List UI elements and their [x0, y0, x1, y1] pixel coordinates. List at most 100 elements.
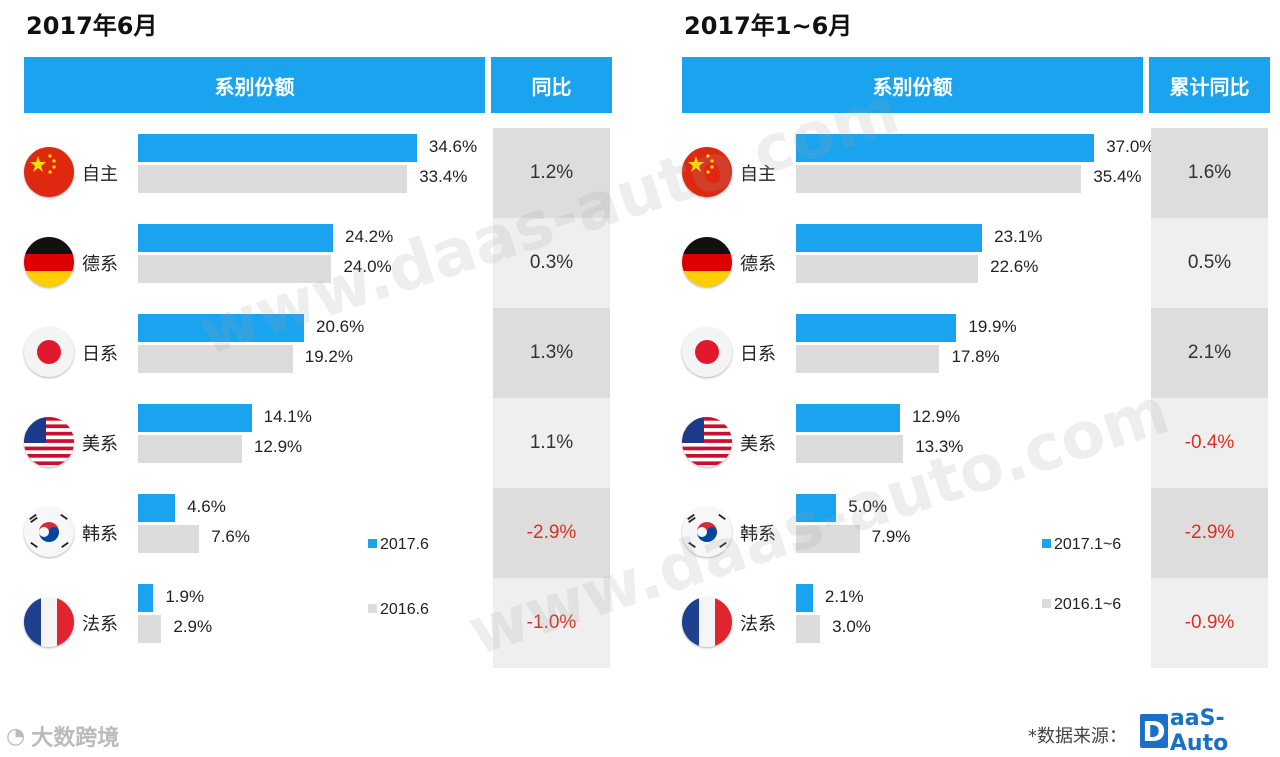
brand-logo: D aaS-Auto	[1140, 706, 1275, 756]
yoy-value: 0.5%	[1151, 218, 1268, 308]
china-flag-icon	[24, 147, 74, 197]
yoy-value: 0.3%	[493, 218, 610, 308]
yoy-value: -2.9%	[1151, 488, 1268, 578]
header-share: 系别份额	[24, 57, 485, 113]
footer-brand-left: ◔ 大数跨境	[6, 720, 119, 752]
bar-previous	[796, 525, 860, 553]
value-label-previous: 33.4%	[419, 167, 468, 186]
legend-item-previous: 2016.1~6	[1042, 596, 1121, 614]
legend-swatch-previous	[368, 604, 377, 613]
footer-brand-text: 大数跨境	[31, 726, 120, 751]
panel-title: 2017年6月	[26, 12, 158, 40]
value-label-current: 34.6%	[428, 137, 478, 156]
korea-flag-icon	[24, 507, 74, 557]
bar-current	[138, 134, 417, 162]
usa-flag-icon	[682, 417, 732, 467]
bar-current	[796, 224, 983, 252]
france-flag-icon	[682, 597, 732, 647]
bar-previous	[796, 435, 904, 463]
value-label-current: 20.6%	[316, 317, 365, 336]
value-label-current: 2.1%	[824, 587, 864, 606]
bar-row: 日系 19.9% 17.8%	[682, 307, 1142, 397]
value-label-previous: 2.9%	[173, 617, 213, 636]
value-label-previous: 3.0%	[832, 617, 871, 636]
bar-previous	[138, 615, 162, 643]
value-label-previous: 22.6%	[990, 257, 1039, 276]
bar-row: 德系 24.2% 24.0%	[24, 217, 484, 307]
category-label: 韩系	[740, 524, 776, 545]
bar-previous	[138, 435, 242, 463]
legend-label-current: 2017.6	[380, 536, 429, 553]
bar-row: 自主 34.6% 33.4%	[24, 127, 484, 217]
bar-previous	[138, 345, 293, 373]
value-label-previous: 24.0%	[343, 257, 392, 276]
yoy-value: 1.1%	[493, 398, 610, 488]
panel-monthly: 2017年6月 系别份额 同比 自主 34.6% 33.4% 德系 24.2% 24.0%…	[24, 0, 624, 690]
bar-current	[796, 134, 1095, 162]
bar-previous	[138, 255, 332, 283]
bar-row: 美系 14.1% 12.9%	[24, 397, 484, 487]
category-label: 韩系	[82, 524, 118, 545]
header-share: 系别份额	[682, 57, 1143, 113]
brand-name: aaS-Auto	[1169, 706, 1229, 756]
bar-row: 日系 20.6% 19.2%	[24, 307, 484, 397]
yoy-value: -2.9%	[493, 488, 610, 578]
value-label-current: 24.2%	[345, 227, 394, 246]
category-label: 美系	[740, 434, 776, 455]
legend-item-current: 2017.1~6	[1042, 536, 1121, 554]
value-label-previous: 7.9%	[871, 527, 911, 546]
category-label: 美系	[82, 434, 118, 455]
bar-row: 德系 23.1% 22.6%	[682, 217, 1142, 307]
germany-flag-icon	[682, 237, 732, 287]
header-yoy: 累计同比	[1149, 57, 1270, 113]
yoy-column: 1.6% 0.5% 2.1% -0.4% -2.9% -0.9%	[1151, 128, 1268, 668]
france-flag-icon	[24, 597, 74, 647]
bar-current	[138, 404, 252, 432]
value-label-previous: 12.9%	[253, 437, 303, 456]
header-yoy: 同比	[491, 57, 612, 113]
bar-previous	[138, 165, 408, 193]
bar-current	[796, 584, 813, 612]
category-label: 日系	[740, 344, 776, 365]
yoy-value: 2.1%	[1151, 308, 1268, 398]
weibo-icon: ◔	[6, 723, 26, 749]
value-label-current: 4.6%	[187, 497, 226, 516]
bar-row: 韩系 5.0% 7.9%	[682, 487, 1142, 577]
legend-item-current: 2017.6	[368, 536, 429, 554]
legend-swatch-previous	[1042, 599, 1051, 608]
bar-previous	[796, 345, 940, 373]
bar-previous	[796, 165, 1082, 193]
legend-label-previous: 2016.6	[380, 601, 429, 618]
bar-row: 法系 1.9% 2.9%	[24, 577, 484, 667]
legend-label-previous: 2016.1~6	[1054, 596, 1122, 613]
yoy-value: 1.6%	[1151, 128, 1268, 218]
yoy-value: 1.2%	[493, 128, 610, 218]
yoy-value: -0.9%	[1151, 578, 1268, 668]
bar-previous	[796, 255, 979, 283]
legend-item-previous: 2016.6	[368, 601, 429, 619]
yoy-column: 1.2% 0.3% 1.3% 1.1% -2.9% -1.0%	[493, 128, 610, 668]
bar-row: 美系 12.9% 13.3%	[682, 397, 1142, 487]
bar-previous	[138, 525, 200, 553]
value-label-current: 23.1%	[994, 227, 1043, 246]
category-label: 自主	[740, 164, 776, 185]
bar-current	[138, 584, 154, 612]
value-label-previous: 19.2%	[304, 347, 353, 366]
bar-current	[138, 494, 176, 522]
category-label: 日系	[82, 344, 118, 365]
panel-title: 2017年1~6月	[684, 12, 853, 40]
bar-current	[796, 314, 957, 342]
category-label: 德系	[740, 254, 776, 275]
value-label-previous: 35.4%	[1093, 167, 1142, 186]
germany-flag-icon	[24, 237, 74, 287]
category-label: 德系	[82, 254, 118, 275]
value-label-current: 12.9%	[911, 407, 961, 426]
bar-current	[138, 224, 334, 252]
bar-row: 法系 2.1% 3.0%	[682, 577, 1142, 667]
legend-label-current: 2017.1~6	[1054, 536, 1122, 553]
legend-swatch-current	[368, 539, 377, 548]
value-label-current: 14.1%	[263, 407, 312, 426]
bar-row: 韩系 4.6% 7.6%	[24, 487, 484, 577]
bar-row: 自主 37.0% 35.4%	[682, 127, 1154, 217]
category-label: 法系	[82, 614, 118, 635]
